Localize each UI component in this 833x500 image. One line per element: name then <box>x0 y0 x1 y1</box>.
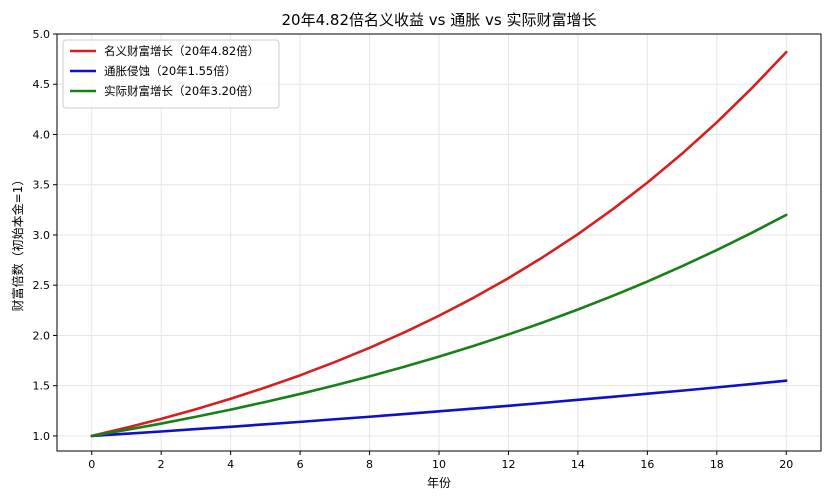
legend-label: 实际财富增长（20年3.20倍） <box>104 84 259 98</box>
y-tick-label: 2.0 <box>33 329 51 342</box>
legend-box <box>62 39 280 109</box>
series-line-2 <box>90 379 788 438</box>
series-line-1 <box>90 50 788 438</box>
x-axis: 0 2 4 6 8 10 12 14 16 18 20 <box>88 451 793 471</box>
y-tick-label: 3.0 <box>33 229 51 242</box>
legend: 名义财富增长（20年4.82倍） 通胀侵蚀（20年1.55倍） 实际财富增长（20年… <box>62 39 280 109</box>
legend-label: 名义财富增长（20年4.82倍） <box>104 44 259 58</box>
chart-title: 20年4.82倍名义收益 vs 通胀 vs 实际财富增长 <box>282 11 597 29</box>
x-tick-label: 4 <box>227 458 234 471</box>
series-group <box>90 50 788 438</box>
legend-label: 通胀侵蚀（20年1.55倍） <box>104 64 236 78</box>
x-tick-label: 0 <box>88 458 95 471</box>
y-tick-label: 5.0 <box>33 28 51 41</box>
y-tick-label: 4.0 <box>33 128 51 141</box>
series-line-3 <box>90 213 788 438</box>
y-tick-label: 3.5 <box>33 179 51 192</box>
x-tick-label: 12 <box>501 458 515 471</box>
x-tick-label: 20 <box>779 458 793 471</box>
y-tick-label: 1.0 <box>33 430 51 443</box>
x-tick-label: 2 <box>158 458 165 471</box>
x-tick-label: 16 <box>640 458 654 471</box>
x-tick-label: 6 <box>297 458 304 471</box>
y-axis-label: 财富倍数（初始本金=1） <box>10 174 25 312</box>
x-tick-label: 14 <box>571 458 585 471</box>
x-tick-label: 8 <box>366 458 373 471</box>
x-axis-label: 年份 <box>427 476 451 490</box>
y-axis: 1.0 1.5 2.0 2.5 3.0 3.5 4.0 4.5 5.0 <box>33 28 57 443</box>
y-tick-label: 1.5 <box>33 380 51 393</box>
y-tick-label: 2.5 <box>33 279 51 292</box>
y-tick-label: 4.5 <box>33 78 51 91</box>
x-tick-label: 10 <box>432 458 446 471</box>
x-tick-label: 18 <box>710 458 724 471</box>
